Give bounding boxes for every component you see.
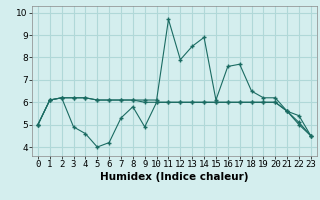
X-axis label: Humidex (Indice chaleur): Humidex (Indice chaleur) [100,172,249,182]
